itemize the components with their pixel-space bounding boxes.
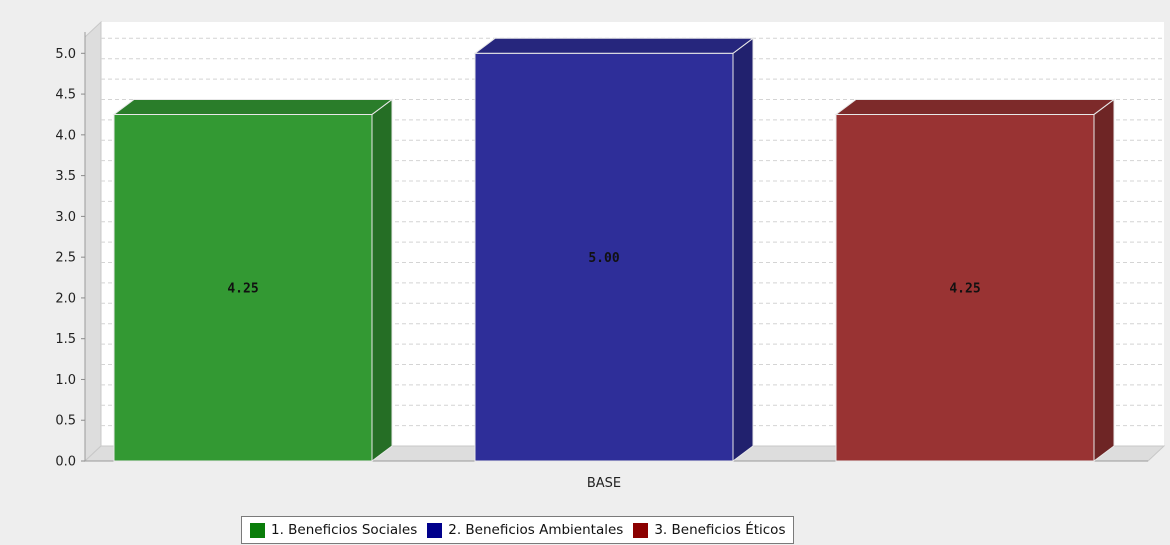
bar-side-2 [732, 37, 754, 462]
y-tick-label: 0.5 [55, 414, 76, 429]
bar-front-3 [835, 113, 1095, 462]
y-tick-label: 1.0 [55, 373, 76, 388]
legend-label-3: 3. Beneficios Éticos [654, 522, 786, 538]
plot-side-wall [84, 20, 102, 463]
legend-swatch-2 [427, 522, 443, 538]
y-tick-label: 4.5 [55, 88, 76, 103]
y-tick-label: 2.0 [55, 291, 76, 306]
legend-item-2: 2. Beneficios Ambientales [427, 522, 623, 538]
legend-item-1: 1. Beneficios Sociales [250, 522, 417, 538]
bar-top-3 [834, 98, 1116, 115]
y-tick-label: 1.5 [55, 332, 76, 347]
y-tick-label: 3.5 [55, 169, 76, 184]
bar-top-1 [112, 98, 394, 115]
legend-swatch-3 [633, 522, 649, 538]
legend-swatch-1 [250, 522, 265, 538]
bar-front-1 [113, 113, 373, 462]
bar-value-label-1: 4.25 [227, 282, 258, 297]
y-tick-label: 3.0 [55, 210, 76, 225]
bar-value-label-2: 5.00 [588, 251, 619, 266]
bar-side-3 [1093, 98, 1115, 462]
bar-side-1 [371, 98, 393, 462]
bar-value-label-3: 4.25 [949, 282, 980, 297]
legend-label-2: 2. Beneficios Ambientales [448, 522, 624, 538]
legend-item-3: 3. Beneficios Éticos [633, 522, 785, 538]
bar-top-2 [473, 37, 755, 54]
x-category-label: BASE [587, 476, 621, 491]
y-tick-label: 2.5 [55, 251, 76, 266]
y-tick-label: 5.0 [55, 47, 76, 62]
y-tick-label: 4.0 [55, 128, 76, 143]
legend-label-1: 1. Beneficios Sociales [271, 522, 418, 538]
y-tick-label: 0.0 [55, 455, 76, 470]
bar-front-2 [474, 52, 734, 462]
chart-legend: 1. Beneficios Sociales 2. Beneficios Amb… [241, 516, 795, 544]
